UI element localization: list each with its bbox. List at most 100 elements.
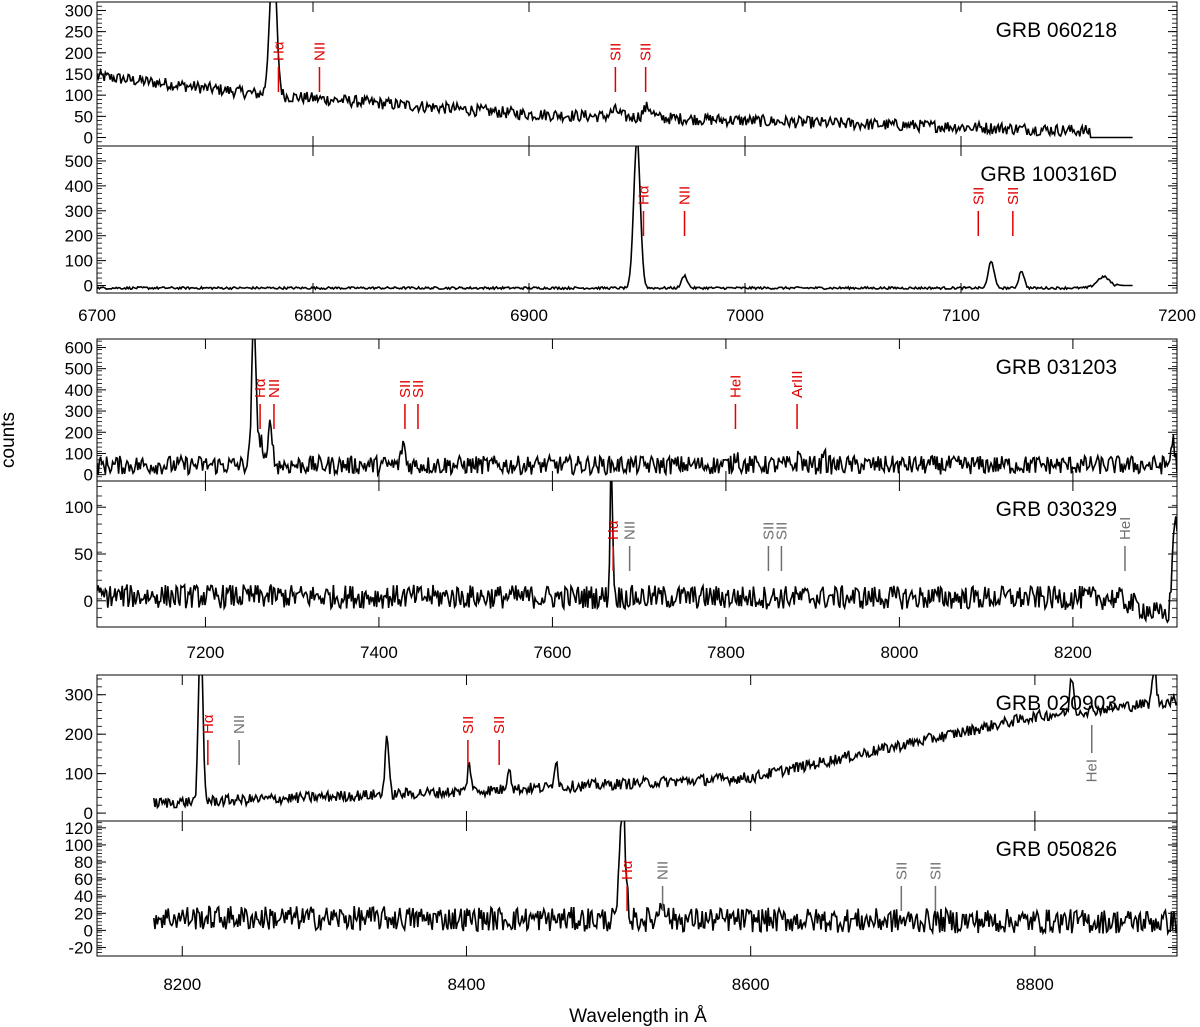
panel-title: GRB 050826 — [996, 838, 1117, 861]
spectrum-line — [97, 2, 1133, 139]
y-tick-label: 0 — [84, 592, 93, 611]
line-label: SII — [607, 43, 624, 61]
line-label: NII — [655, 861, 672, 880]
y-tick-label: 400 — [65, 177, 93, 196]
x-tick-label: 6900 — [510, 306, 548, 325]
y-axis-title: counts — [0, 412, 19, 468]
spectrum-line — [97, 339, 1177, 478]
x-tick-label: 8000 — [880, 643, 918, 662]
y-tick-label: 80 — [74, 853, 93, 872]
x-axis-title: Wavelength in Å — [569, 1006, 707, 1027]
line-label: SII — [760, 522, 777, 540]
line-label: NII — [311, 42, 328, 61]
y-tick-label: 600 — [65, 338, 93, 357]
y-tick-label: 300 — [65, 686, 93, 705]
x-tick-label: 8400 — [448, 975, 486, 994]
y-tick-label: 0 — [84, 277, 93, 296]
x-tick-label: 7100 — [942, 306, 980, 325]
x-tick-label: 6800 — [294, 306, 332, 325]
panel-title: GRB 020903 — [996, 692, 1117, 715]
x-tick-label: 8600 — [732, 975, 770, 994]
x-tick-label: 7200 — [1158, 306, 1196, 325]
y-tick-label: 120 — [65, 819, 93, 838]
line-label: Hα — [635, 185, 652, 205]
y-tick-label: 100 — [65, 444, 93, 463]
line-label: SII — [638, 43, 655, 61]
y-tick-label: 50 — [74, 107, 93, 126]
y-tick-label: 40 — [74, 887, 93, 906]
y-tick-label: 500 — [65, 360, 93, 379]
y-tick-label: 200 — [65, 423, 93, 442]
x-tick-label: 7600 — [534, 643, 572, 662]
line-label: HeI — [1084, 759, 1101, 782]
line-label: Hα — [252, 378, 269, 398]
line-label: SII — [927, 862, 944, 880]
spectrum-line — [97, 146, 1133, 291]
y-tick-label: 0 — [84, 804, 93, 823]
line-label: Hα — [605, 520, 622, 540]
spectrum-line — [153, 821, 1177, 937]
panel-frame — [96, 145, 1178, 294]
y-tick-label: 100 — [65, 836, 93, 855]
line-label: SII — [773, 522, 790, 540]
spectrum-line — [153, 675, 1177, 810]
y-tick-label: 0 — [84, 921, 93, 940]
line-label: NII — [266, 379, 283, 398]
y-tick-label: 200 — [65, 725, 93, 744]
y-tick-label: 500 — [65, 152, 93, 171]
x-tick-label: 8200 — [1054, 643, 1092, 662]
x-tick-label: 6700 — [78, 306, 116, 325]
panel-title: GRB 060218 — [996, 19, 1117, 42]
line-label: SII — [491, 716, 508, 734]
x-tick-label: 7000 — [726, 306, 764, 325]
spectrum-panel: 0 100 200 300 GRB 020903 Hα NII SII SII HeI — [65, 674, 1178, 823]
line-label: NII — [622, 521, 639, 540]
line-label: Hα — [270, 41, 287, 61]
panel-frame — [96, 820, 1178, 957]
x-tick-label: 8800 — [1016, 975, 1054, 994]
line-label: SII — [397, 380, 414, 398]
line-label: SII — [1005, 187, 1022, 205]
line-label: ArIII — [789, 370, 806, 398]
y-tick-label: 250 — [65, 23, 93, 42]
spectrum-panel: 0 100 200 300 400 500 GRB 100316D Hα NII SII SII — [65, 145, 1178, 296]
line-label: NII — [231, 715, 248, 734]
x-tick-label: 8200 — [163, 975, 201, 994]
panel-title: GRB 030329 — [996, 498, 1117, 521]
line-label: HeI — [727, 375, 744, 398]
panel-title: GRB 031203 — [996, 356, 1117, 379]
y-tick-label: 50 — [74, 545, 93, 564]
line-label: HeI — [1117, 517, 1134, 540]
y-tick-label: 100 — [65, 765, 93, 784]
y-tick-label: 0 — [84, 466, 93, 485]
y-tick-label: 400 — [65, 381, 93, 400]
y-tick-label: 100 — [65, 252, 93, 271]
panel-title: GRB 100316D — [980, 163, 1117, 186]
y-tick-label: -20 — [68, 938, 93, 957]
x-tick-label: 7200 — [187, 643, 225, 662]
y-tick-label: 200 — [65, 227, 93, 246]
line-label: SII — [410, 380, 427, 398]
y-tick-label: 150 — [65, 65, 93, 84]
y-tick-label: 60 — [74, 870, 93, 889]
y-tick-label: 300 — [65, 402, 93, 421]
y-tick-label: 20 — [74, 904, 93, 923]
y-tick-label: 300 — [65, 202, 93, 221]
y-tick-label: 200 — [65, 44, 93, 63]
x-tick-label: 7400 — [360, 643, 398, 662]
line-label: Hα — [200, 714, 217, 734]
line-label: SII — [460, 716, 477, 734]
spectrum-panel: 0 50 100 150 200 250 300 GRB 060218 Hα NII SII SII — [65, 1, 1178, 148]
spectrum-line — [97, 481, 1177, 624]
x-tick-label: 7800 — [707, 643, 745, 662]
y-tick-label: 300 — [65, 1, 93, 20]
y-tick-label: 100 — [65, 498, 93, 517]
line-label: NII — [677, 186, 694, 205]
